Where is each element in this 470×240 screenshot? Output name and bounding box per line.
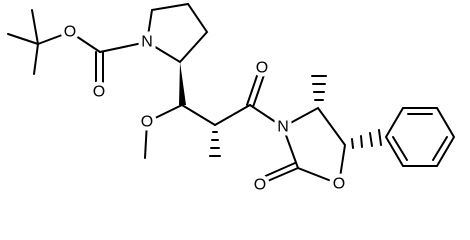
atom-label: O: [64, 24, 76, 41]
atom-label: O: [254, 177, 266, 194]
hashed-bond: [351, 129, 382, 149]
hashed-bond: [209, 131, 221, 157]
atom-label: O: [93, 84, 105, 101]
atom-label: N: [141, 34, 153, 51]
bonds: [7, 2, 456, 186]
atom-label: O: [333, 176, 345, 193]
structure-diagram: O N O O O N O O: [7, 2, 456, 194]
atom-label: N: [277, 119, 289, 136]
atom-label: O: [141, 114, 153, 131]
hashed-bond: [311, 75, 327, 101]
atom-label: O: [256, 60, 268, 77]
